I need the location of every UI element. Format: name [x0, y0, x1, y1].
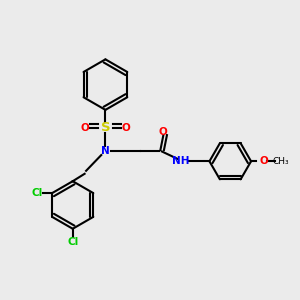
Text: CH₃: CH₃: [272, 157, 289, 166]
Text: Cl: Cl: [67, 237, 78, 247]
Text: O: O: [259, 156, 268, 166]
Text: O: O: [122, 123, 130, 133]
Text: O: O: [80, 123, 89, 133]
Text: S: S: [100, 121, 110, 134]
Text: Cl: Cl: [32, 188, 43, 198]
Text: O: O: [159, 127, 168, 137]
Text: N: N: [101, 146, 110, 157]
Text: NH: NH: [172, 156, 190, 166]
